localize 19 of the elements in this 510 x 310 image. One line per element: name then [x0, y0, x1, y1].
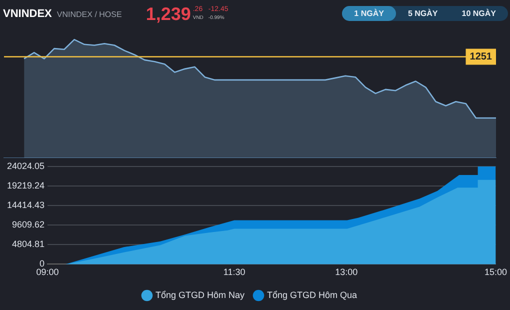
y-tick-label: 4804.81 [12, 239, 45, 250]
text: 1,239 [146, 4, 191, 24]
chart-title: VNINDEX [3, 8, 52, 20]
x-tick-label: 13:00 [335, 267, 358, 278]
y-tick-label: 14414.43 [6, 200, 45, 210]
x-tick-label: 15:00 [484, 267, 508, 278]
y-tick-label: 19219.24 [6, 180, 45, 190]
text: 5 NGÀY [406, 8, 439, 20]
chart-subtitle: VNINDEX / HOSE [56, 10, 122, 18]
y-tick-label: 0 [40, 258, 45, 269]
annotation: 1251 [470, 51, 492, 62]
y-tick-label: 24024.05 [6, 160, 45, 171]
text: 1 NGÀY [342, 6, 396, 21]
x-tick-label: 11:30 [223, 267, 246, 278]
x-tick-label: 09:00 [36, 267, 59, 278]
y-tick-label: 9609.62 [12, 220, 45, 230]
text: 10 NGÀY [460, 8, 497, 20]
legend-label: Tổng GTGD Hôm Qua [266, 290, 358, 300]
legend-label: Tổng GTGD Hôm Nay [155, 290, 245, 300]
